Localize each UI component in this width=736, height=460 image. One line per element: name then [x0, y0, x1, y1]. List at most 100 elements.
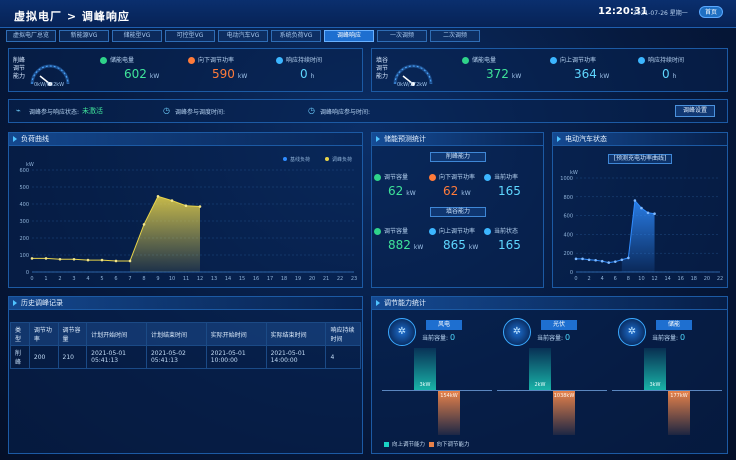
tab-item[interactable]: 系统负荷VG: [271, 30, 322, 42]
legend-swatch-down: [428, 442, 434, 447]
data-point: [72, 257, 76, 261]
tab-item[interactable]: 可控型VG: [165, 30, 216, 42]
x-tick-label: 12: [197, 276, 203, 282]
metric-unit: kW: [237, 73, 248, 80]
legend-marker: [283, 157, 287, 161]
panel-title: 调节能力统计: [372, 297, 727, 310]
y-tick-label: 0: [570, 270, 573, 276]
x-tick-label: 14: [664, 276, 670, 282]
tab-item[interactable]: 电动汽车VG: [218, 30, 269, 42]
legend-label: 基线负荷: [290, 156, 310, 163]
data-point: [594, 258, 597, 262]
metric-label: 向上调节功率: [550, 55, 596, 64]
peak-gauge: [30, 64, 70, 86]
metric-unit: kW: [468, 244, 479, 251]
x-tick-label: 13: [211, 276, 217, 282]
storage-metric-label: 当前功率: [484, 172, 518, 181]
y-tick-label: 0: [26, 270, 29, 276]
y-tick-label: 800: [563, 195, 573, 201]
data-point: [58, 257, 62, 261]
capacity-baseline: [612, 390, 722, 391]
tab-item[interactable]: 二次调频: [430, 30, 481, 42]
ev-chart-subtitle: [预测充电功率曲线]: [608, 154, 672, 164]
capacity-down-bar: 177kW: [668, 391, 690, 435]
data-point: [640, 206, 643, 210]
valley-gauge: [393, 64, 433, 86]
table-cell: 200: [28, 345, 59, 369]
x-tick-label: 16: [678, 276, 684, 282]
metric-dot-icon: [484, 228, 491, 235]
metric-number: 882: [388, 238, 411, 252]
capacity-group-name: 风电: [426, 320, 462, 330]
data-point: [627, 256, 630, 260]
clock: 12:20:31: [598, 6, 648, 17]
tab-item[interactable]: 一次调频: [377, 30, 428, 42]
table-header-row: 类型 调节功率 调节容量 计划开始时间 计划结束时间 实际开始时间 实际结束时间 响应持续时间: [10, 322, 361, 346]
gauge-title-line: 调节: [13, 65, 26, 72]
metric-unit: kW: [511, 73, 522, 80]
date-text: 2021-07-26 星期一: [633, 10, 688, 17]
data-point: [100, 258, 104, 262]
storage-metric-label: 当前状态: [484, 226, 518, 235]
gauge-title: 削峰 调节 能力: [13, 57, 25, 81]
peak-shaving-capacity-panel: [8, 48, 363, 92]
tab-item[interactable]: 虚拟电厂总览: [6, 30, 57, 42]
capacity-baseline: [497, 390, 607, 391]
y-tick-label: 200: [563, 251, 573, 257]
tab-item[interactable]: 新能源VG: [59, 30, 110, 42]
storage-metric-value: 62 kW: [443, 184, 471, 198]
data-point: [613, 260, 617, 263]
tab-item[interactable]: 调峰响应: [324, 30, 375, 42]
x-tick-label: 6: [614, 276, 617, 282]
gauge-title-line: 能力: [376, 73, 389, 80]
tab-bar: 虚拟电厂总览 新能源VG 储能型VG 可控型VG 电动汽车VG 系统负荷VG 调峰响应 一次调…: [6, 30, 481, 44]
storage-metric-value: 165: [498, 184, 524, 198]
metric-number: 62: [388, 184, 404, 198]
metric-label: 响应持续时间: [638, 55, 684, 64]
storage-metric-value: 62 kW: [388, 184, 416, 198]
y-tick-label: 1000: [560, 176, 573, 182]
metric-unit: kW: [599, 73, 610, 80]
x-tick-label: 2: [587, 276, 590, 282]
x-tick-label: 16: [253, 276, 259, 282]
legend-marker: [325, 157, 329, 161]
schedule-time-label: 调峰参与调度时间:: [175, 109, 226, 116]
metric-value: 590 kW: [212, 67, 247, 81]
metric-label: 储能电量: [462, 55, 496, 64]
metric-label-text: 调节容量: [384, 228, 409, 235]
panel-title: 电动汽车状态: [553, 133, 727, 146]
metric-value: 364 kW: [574, 67, 609, 81]
storage-metric-value: 882 kW: [388, 238, 423, 252]
metric-unit: h: [672, 73, 677, 80]
table-row[interactable]: 削峰 200 210 2021-05-01 05:41:13 2021-05-02 05…: [10, 345, 361, 369]
x-tick-label: 10: [169, 276, 175, 282]
peak-capacity-tag: 削峰能力: [430, 152, 486, 162]
legend-swatch-up: [384, 442, 389, 447]
table-cell: 2021-05-01 05:41:13: [86, 345, 147, 369]
data-point: [184, 204, 188, 207]
storage-metric-value: 865 kW: [443, 238, 478, 252]
storage-prediction-panel: 储能预测统计: [371, 132, 544, 288]
metric-number: 62: [443, 184, 459, 198]
x-tick-label: 23: [351, 276, 357, 282]
y-tick-label: 600: [19, 168, 29, 174]
capacity-up-bar: 3kW: [644, 348, 666, 390]
panel-title: 储能预测统计: [372, 133, 543, 146]
metric-label: 储能电量: [100, 55, 134, 64]
metric-number: 364: [574, 67, 597, 81]
tab-item[interactable]: 储能型VG: [112, 30, 163, 42]
gauge-title-line: 填谷: [376, 57, 389, 64]
column-header: 实际结束时间: [265, 322, 327, 346]
x-tick-label: 19: [295, 276, 301, 282]
data-point: [653, 212, 656, 216]
capacity-count-value: 0: [450, 333, 456, 342]
x-tick-label: 2: [58, 276, 61, 282]
valley-filling-capacity-panel: [371, 48, 728, 92]
y-tick-label: 100: [19, 253, 29, 259]
peak-settings-button[interactable]: 调峰设置: [675, 105, 715, 117]
metric-dot-icon: [429, 228, 436, 235]
home-button[interactable]: 首页: [699, 6, 723, 18]
x-tick-label: 8: [142, 276, 145, 282]
status-bar: [8, 99, 728, 123]
